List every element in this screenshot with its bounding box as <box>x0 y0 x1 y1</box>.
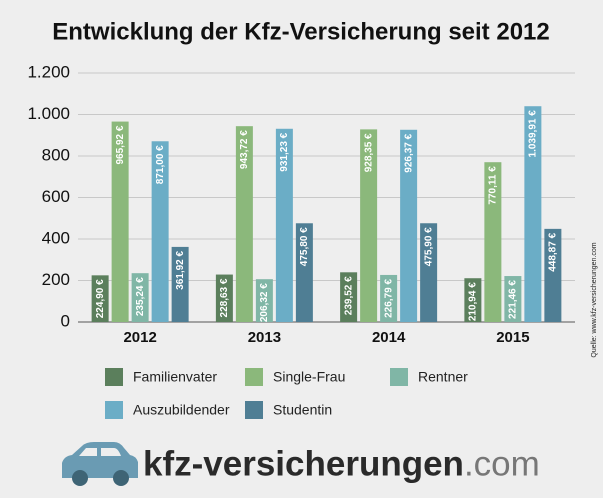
bar <box>360 129 378 322</box>
logo-car <box>62 442 138 486</box>
bar <box>151 141 169 322</box>
legend-swatch <box>390 368 408 386</box>
value-label: 1.039,91 € <box>528 110 539 158</box>
bar <box>171 246 189 322</box>
chart-title: Entwicklung der Kfz-Versicherung seit 20… <box>52 18 549 45</box>
value-label: 931,23 € <box>279 132 290 171</box>
bar <box>420 223 438 322</box>
bar <box>504 276 522 322</box>
value-label: 943,72 € <box>239 130 250 169</box>
bar <box>380 274 398 322</box>
source-note: Quelle: www.kfz-versicherungen.com <box>591 242 598 357</box>
y-tick-label: 600 <box>42 187 70 206</box>
y-tick-label: 1.000 <box>27 104 70 123</box>
y-tick-label: 800 <box>42 145 70 164</box>
legend-swatch <box>105 368 123 386</box>
value-label: 965,92 € <box>115 125 126 164</box>
legend-label: Studentin <box>273 402 332 418</box>
logo-suffix: .com <box>464 444 540 483</box>
value-label: 871,00 € <box>155 145 166 184</box>
value-label: 475,90 € <box>423 227 434 266</box>
value-label: 448,87 € <box>548 232 559 271</box>
value-label: 221,46 € <box>508 280 519 319</box>
logo-brand: kfz-versicherungen <box>143 444 464 483</box>
value-label: 226,79 € <box>383 279 394 318</box>
bar <box>544 228 562 322</box>
bar <box>464 278 482 322</box>
value-label: 770,11 € <box>488 166 499 205</box>
bar <box>524 106 542 322</box>
bar <box>275 128 293 322</box>
bar <box>484 162 502 322</box>
y-tick-label: 0 <box>61 311 70 330</box>
y-tick-label: 400 <box>42 228 70 247</box>
bar <box>295 223 313 322</box>
bar <box>131 273 149 322</box>
bar <box>340 272 358 322</box>
y-tick-label: 1.200 <box>27 62 70 81</box>
bar <box>111 121 129 323</box>
legend-label: Familienvater <box>133 369 217 385</box>
value-label: 224,90 € <box>95 279 106 318</box>
value-label: 926,37 € <box>403 133 414 172</box>
legend-label: Single-Frau <box>273 369 345 385</box>
legend-swatch <box>245 401 263 419</box>
x-tick-label: 2013 <box>248 329 281 346</box>
x-tick-label: 2012 <box>123 329 156 346</box>
y-tick-label: 200 <box>42 270 70 289</box>
value-label: 361,92 € <box>175 250 186 289</box>
x-tick-label: 2015 <box>496 329 529 346</box>
bar <box>255 279 273 322</box>
x-tick-label: 2014 <box>372 329 406 346</box>
bar <box>91 275 109 322</box>
bar <box>235 126 253 322</box>
legend-swatch <box>105 401 123 419</box>
bar <box>400 129 418 322</box>
legend-label: Auszubildender <box>133 402 230 418</box>
value-label: 475,80 € <box>299 227 310 266</box>
value-label: 206,32 € <box>259 283 270 322</box>
value-label: 239,52 € <box>343 276 354 315</box>
bar <box>215 274 233 322</box>
value-label: 228,63 € <box>219 278 230 317</box>
value-label: 210,94 € <box>468 282 479 321</box>
legend-swatch <box>245 368 263 386</box>
value-label: 928,35 € <box>363 133 374 172</box>
value-label: 235,24 € <box>135 277 146 316</box>
legend-label: Rentner <box>418 369 468 385</box>
